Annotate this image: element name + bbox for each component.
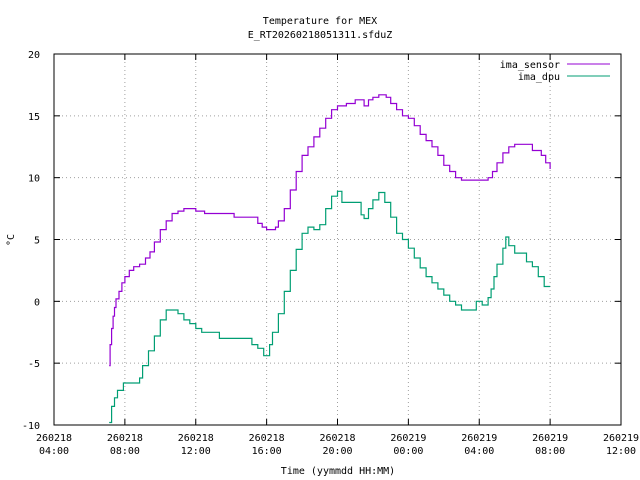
legend-label-ima-dpu: ima_dpu: [518, 72, 560, 83]
x-tick-label-time: 16:00: [252, 446, 282, 457]
x-tick-label-date: 260218: [319, 433, 355, 444]
y-tick-label: -10: [22, 421, 40, 432]
x-tick-label-date: 260218: [107, 433, 143, 444]
legend-label-ima-sensor: ima_sensor: [500, 60, 560, 71]
x-axis-ticks: 260218 04:00 260218 08:00 260218 12:00 260218 1…: [36, 54, 639, 457]
x-tick-label-date: 260218: [36, 433, 72, 444]
y-tick-label: 20: [28, 50, 40, 61]
chart-subtitle: E_RT20260218051311.sfduZ: [248, 30, 393, 41]
y-axis-label: °C: [6, 234, 17, 246]
y-axis-ticks: -10 -5 0 5 10 15 20: [22, 50, 621, 432]
series-line-ima-sensor: [109, 94, 551, 367]
x-tick-label-time: 08:00: [110, 446, 140, 457]
y-tick-label: 5: [34, 236, 40, 247]
x-tick-label-date: 260219: [603, 433, 639, 444]
x-tick-label-date: 260219: [390, 433, 426, 444]
series-line-ima-dpu: [109, 190, 551, 424]
x-axis-label: Time (yymmdd HH:MM): [281, 466, 395, 477]
x-tick-label-time: 12:00: [606, 446, 636, 457]
x-tick-label-date: 260219: [532, 433, 568, 444]
x-tick-label-date: 260219: [461, 433, 497, 444]
y-tick-label: 15: [28, 112, 40, 123]
series-layer: [109, 94, 551, 424]
chart-title: Temperature for MEX: [263, 16, 377, 27]
x-tick-label-time: 12:00: [181, 446, 211, 457]
x-tick-label-date: 260218: [249, 433, 285, 444]
x-tick-label-time: 04:00: [39, 446, 69, 457]
x-tick-label-time: 04:00: [464, 446, 494, 457]
plot-area-border: [53, 53, 622, 426]
x-tick-label-time: 20:00: [322, 446, 352, 457]
x-tick-label-time: 00:00: [393, 446, 423, 457]
grid-lines: [54, 54, 621, 425]
y-tick-label: 10: [28, 174, 40, 185]
x-tick-label-date: 260218: [178, 433, 214, 444]
y-tick-label: -5: [28, 359, 40, 370]
legend: ima_sensor ima_dpu: [500, 60, 610, 83]
y-tick-label: 0: [34, 297, 40, 308]
x-tick-label-time: 08:00: [535, 446, 565, 457]
